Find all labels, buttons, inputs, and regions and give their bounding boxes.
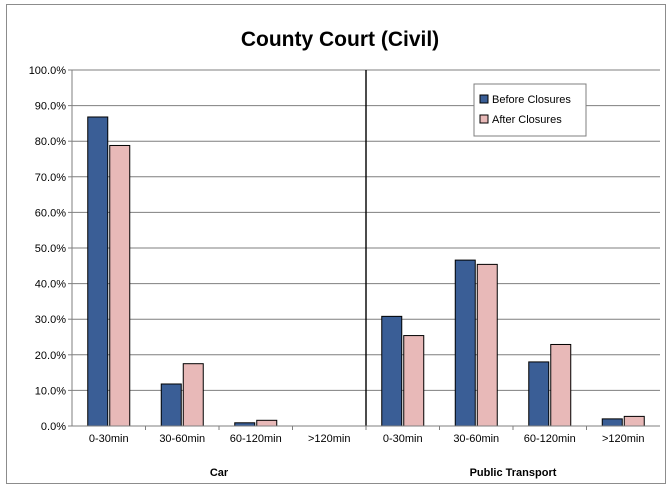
- y-tick-label: 70.0%: [35, 172, 66, 184]
- bars: [87, 70, 645, 427]
- y-tick-label: 10.0%: [35, 385, 66, 397]
- x-tick-label: 60-120min: [230, 433, 282, 445]
- y-tick-label: 40.0%: [35, 279, 66, 291]
- y-tick-label: 90.0%: [35, 101, 66, 113]
- y-tick-label: 100.0%: [29, 65, 67, 77]
- bar-after-closures: [476, 263, 498, 427]
- legend: Before Closures After Closures: [473, 83, 587, 137]
- legend-label: Before Closures: [492, 94, 571, 106]
- y-tick-label: 50.0%: [35, 243, 66, 255]
- y-tick-label: 60.0%: [35, 207, 66, 219]
- y-tick-label: 20.0%: [35, 350, 66, 362]
- bar-after-closures: [256, 419, 278, 427]
- y-tick-label: 30.0%: [35, 314, 66, 326]
- bar-before-closures: [528, 361, 550, 427]
- bar-before-closures: [160, 383, 182, 427]
- x-tick-label: 60-120min: [524, 433, 576, 445]
- chart-title: County Court (Civil): [241, 28, 439, 51]
- x-tick-label: 30-60min: [159, 433, 205, 445]
- bar-after-closures: [109, 144, 131, 427]
- x-tick-label: 0-30min: [383, 433, 423, 445]
- legend-box: [473, 83, 587, 137]
- y-tick-label: 80.0%: [35, 136, 66, 148]
- legend-swatch-before-closures: [479, 94, 489, 104]
- x-axis: 0-30min 30-60min 60-120min >120min 0-30min 30…: [72, 425, 660, 479]
- x-tick-label: >120min: [602, 433, 645, 445]
- x-tick-label: 30-60min: [453, 433, 499, 445]
- bar-before-closures: [601, 418, 623, 427]
- bar-before-closures: [381, 315, 403, 427]
- group-label: Car: [210, 467, 229, 479]
- x-tick-label: 0-30min: [89, 433, 129, 445]
- bar-after-closures: [623, 415, 645, 427]
- legend-label: After Closures: [492, 114, 562, 126]
- group-label: Public Transport: [470, 467, 557, 479]
- bar-after-closures: [403, 335, 425, 427]
- bar-before-closures: [454, 259, 476, 427]
- x-tick-label: >120min: [308, 433, 351, 445]
- bar-after-closures: [182, 363, 204, 427]
- legend-swatch-after-closures: [479, 114, 489, 124]
- y-axis: 0.0% 10.0% 20.0% 30.0% 40.0% 50.0% 60.0% 70.0% 8…: [29, 65, 73, 433]
- bar-after-closures: [550, 343, 572, 427]
- bar-before-closures: [87, 116, 109, 427]
- y-tick-label: 0.0%: [41, 421, 66, 433]
